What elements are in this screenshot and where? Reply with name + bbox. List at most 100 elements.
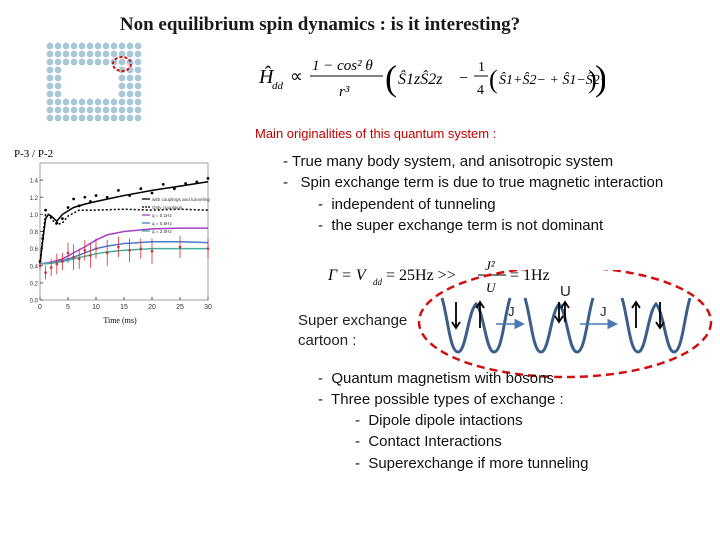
cartoon-label: Super exchange cartoon : xyxy=(298,311,407,351)
data-point xyxy=(66,206,70,209)
data-point xyxy=(94,194,98,197)
spin-up-arrowhead xyxy=(475,300,485,309)
swapped-spin-down-head xyxy=(655,321,665,330)
lattice-site xyxy=(54,50,62,58)
data-point xyxy=(206,177,210,180)
data-point-red xyxy=(178,245,182,249)
legend-entry: q = 0.1Hz xyxy=(152,213,172,218)
rate-gamma-sub: dd xyxy=(373,277,383,287)
y-tick-label: 1.4 xyxy=(30,179,39,185)
y-tick-label: 1.2 xyxy=(30,196,39,202)
x-tick-label: 5 xyxy=(66,304,70,311)
lattice-site xyxy=(78,42,86,50)
lattice-site xyxy=(54,90,62,98)
slide-title: Non equilibrium spin dynamics : is it in… xyxy=(119,14,521,35)
lattice-site xyxy=(78,58,86,66)
lattice-site xyxy=(134,90,142,98)
lattice-site xyxy=(86,98,94,106)
data-point-red xyxy=(55,262,59,266)
data-point xyxy=(44,208,47,212)
lattice-site xyxy=(54,74,62,82)
lattice-site xyxy=(102,114,110,122)
data-point-red xyxy=(61,260,64,263)
highlighted-pair xyxy=(112,56,132,72)
lattice-site xyxy=(134,98,142,106)
half-numerator: 1 xyxy=(478,60,485,75)
lattice-site xyxy=(126,106,134,114)
rate-j-squared: J² xyxy=(485,258,496,273)
data-point xyxy=(128,194,131,197)
lattice-site xyxy=(110,42,118,50)
label-u: U xyxy=(560,283,571,300)
y-tick-label: 0.0 xyxy=(30,299,39,305)
x-tick-label: 20 xyxy=(148,304,156,311)
lattice-site xyxy=(102,42,110,50)
lattice-site xyxy=(134,114,142,122)
legend-entry: q = 0.5Hz xyxy=(152,221,172,226)
bullet-contact: - Contact Interactions xyxy=(355,433,502,450)
lattice-site xyxy=(134,82,142,90)
cartoon-label-line1: Super exchange xyxy=(298,312,408,329)
double-occupancy-down-head xyxy=(554,315,564,324)
big-paren-right: ) xyxy=(595,58,605,98)
lattice-site xyxy=(86,106,94,114)
lattice-site xyxy=(86,50,94,58)
bullet-exchange-types: - Three possible types of exchange : xyxy=(318,391,564,408)
highlight-ellipse xyxy=(417,270,713,379)
lattice-site xyxy=(118,42,126,50)
data-point xyxy=(89,200,92,203)
lattice-site xyxy=(70,106,78,114)
data-point xyxy=(173,187,176,191)
data-point xyxy=(72,197,75,201)
lattice-site xyxy=(62,98,70,106)
lattice-site xyxy=(94,114,102,122)
data-point xyxy=(184,182,188,185)
lattice-site xyxy=(86,58,94,66)
y-tick-label: 0.4 xyxy=(30,264,39,270)
lattice-site xyxy=(102,98,110,106)
lattice-site xyxy=(118,50,126,58)
series-line xyxy=(39,247,208,265)
lattice-site xyxy=(46,42,54,50)
y-tick-label: 1.0 xyxy=(30,213,39,219)
paren-left: ( xyxy=(489,65,498,94)
lattice-site xyxy=(126,82,134,90)
lattice-site xyxy=(78,106,86,114)
lattice-site xyxy=(46,66,54,74)
data-point xyxy=(49,215,53,219)
series-line xyxy=(39,181,209,265)
lattice-site xyxy=(118,114,126,122)
x-tick-label: 30 xyxy=(204,304,212,311)
data-point xyxy=(83,195,87,199)
bullet-tunneling: - independent of tunneling xyxy=(318,196,496,213)
lattice-site xyxy=(110,114,118,122)
lattice-site xyxy=(70,42,78,50)
chart-ylabel: P-3 / P-2 xyxy=(14,148,53,160)
lattice-site xyxy=(46,98,54,106)
lattice-site xyxy=(54,82,62,90)
lattice-site xyxy=(54,42,62,50)
lattice-site xyxy=(46,82,54,90)
bullet-spin-exchange: - Spin exchange term is due to true magn… xyxy=(283,174,664,191)
lattice-site xyxy=(118,58,126,66)
data-point-red xyxy=(66,251,70,255)
double-well-right xyxy=(620,297,692,354)
data-point-red xyxy=(105,251,109,255)
legend-entry: with couplings and tunneling xyxy=(152,197,210,202)
lattice-site xyxy=(62,42,70,50)
lattice-site xyxy=(54,114,62,122)
lattice-site xyxy=(62,106,70,114)
fraction-numerator: 1 − cos² θ xyxy=(312,58,373,74)
lattice-site xyxy=(134,42,142,50)
bullet-dipole: - Dipole dipole intactions xyxy=(355,412,523,429)
lattice-site xyxy=(110,98,118,106)
minus-sign: − xyxy=(459,70,468,87)
big-paren-left: ( xyxy=(385,58,397,98)
rate-tail: = 1Hz xyxy=(510,267,550,284)
lattice-site xyxy=(94,98,102,106)
lattice-site xyxy=(118,90,126,98)
data-point-red xyxy=(150,249,154,253)
data-point xyxy=(77,204,81,208)
data-point xyxy=(117,189,120,192)
data-point-red xyxy=(89,254,92,257)
